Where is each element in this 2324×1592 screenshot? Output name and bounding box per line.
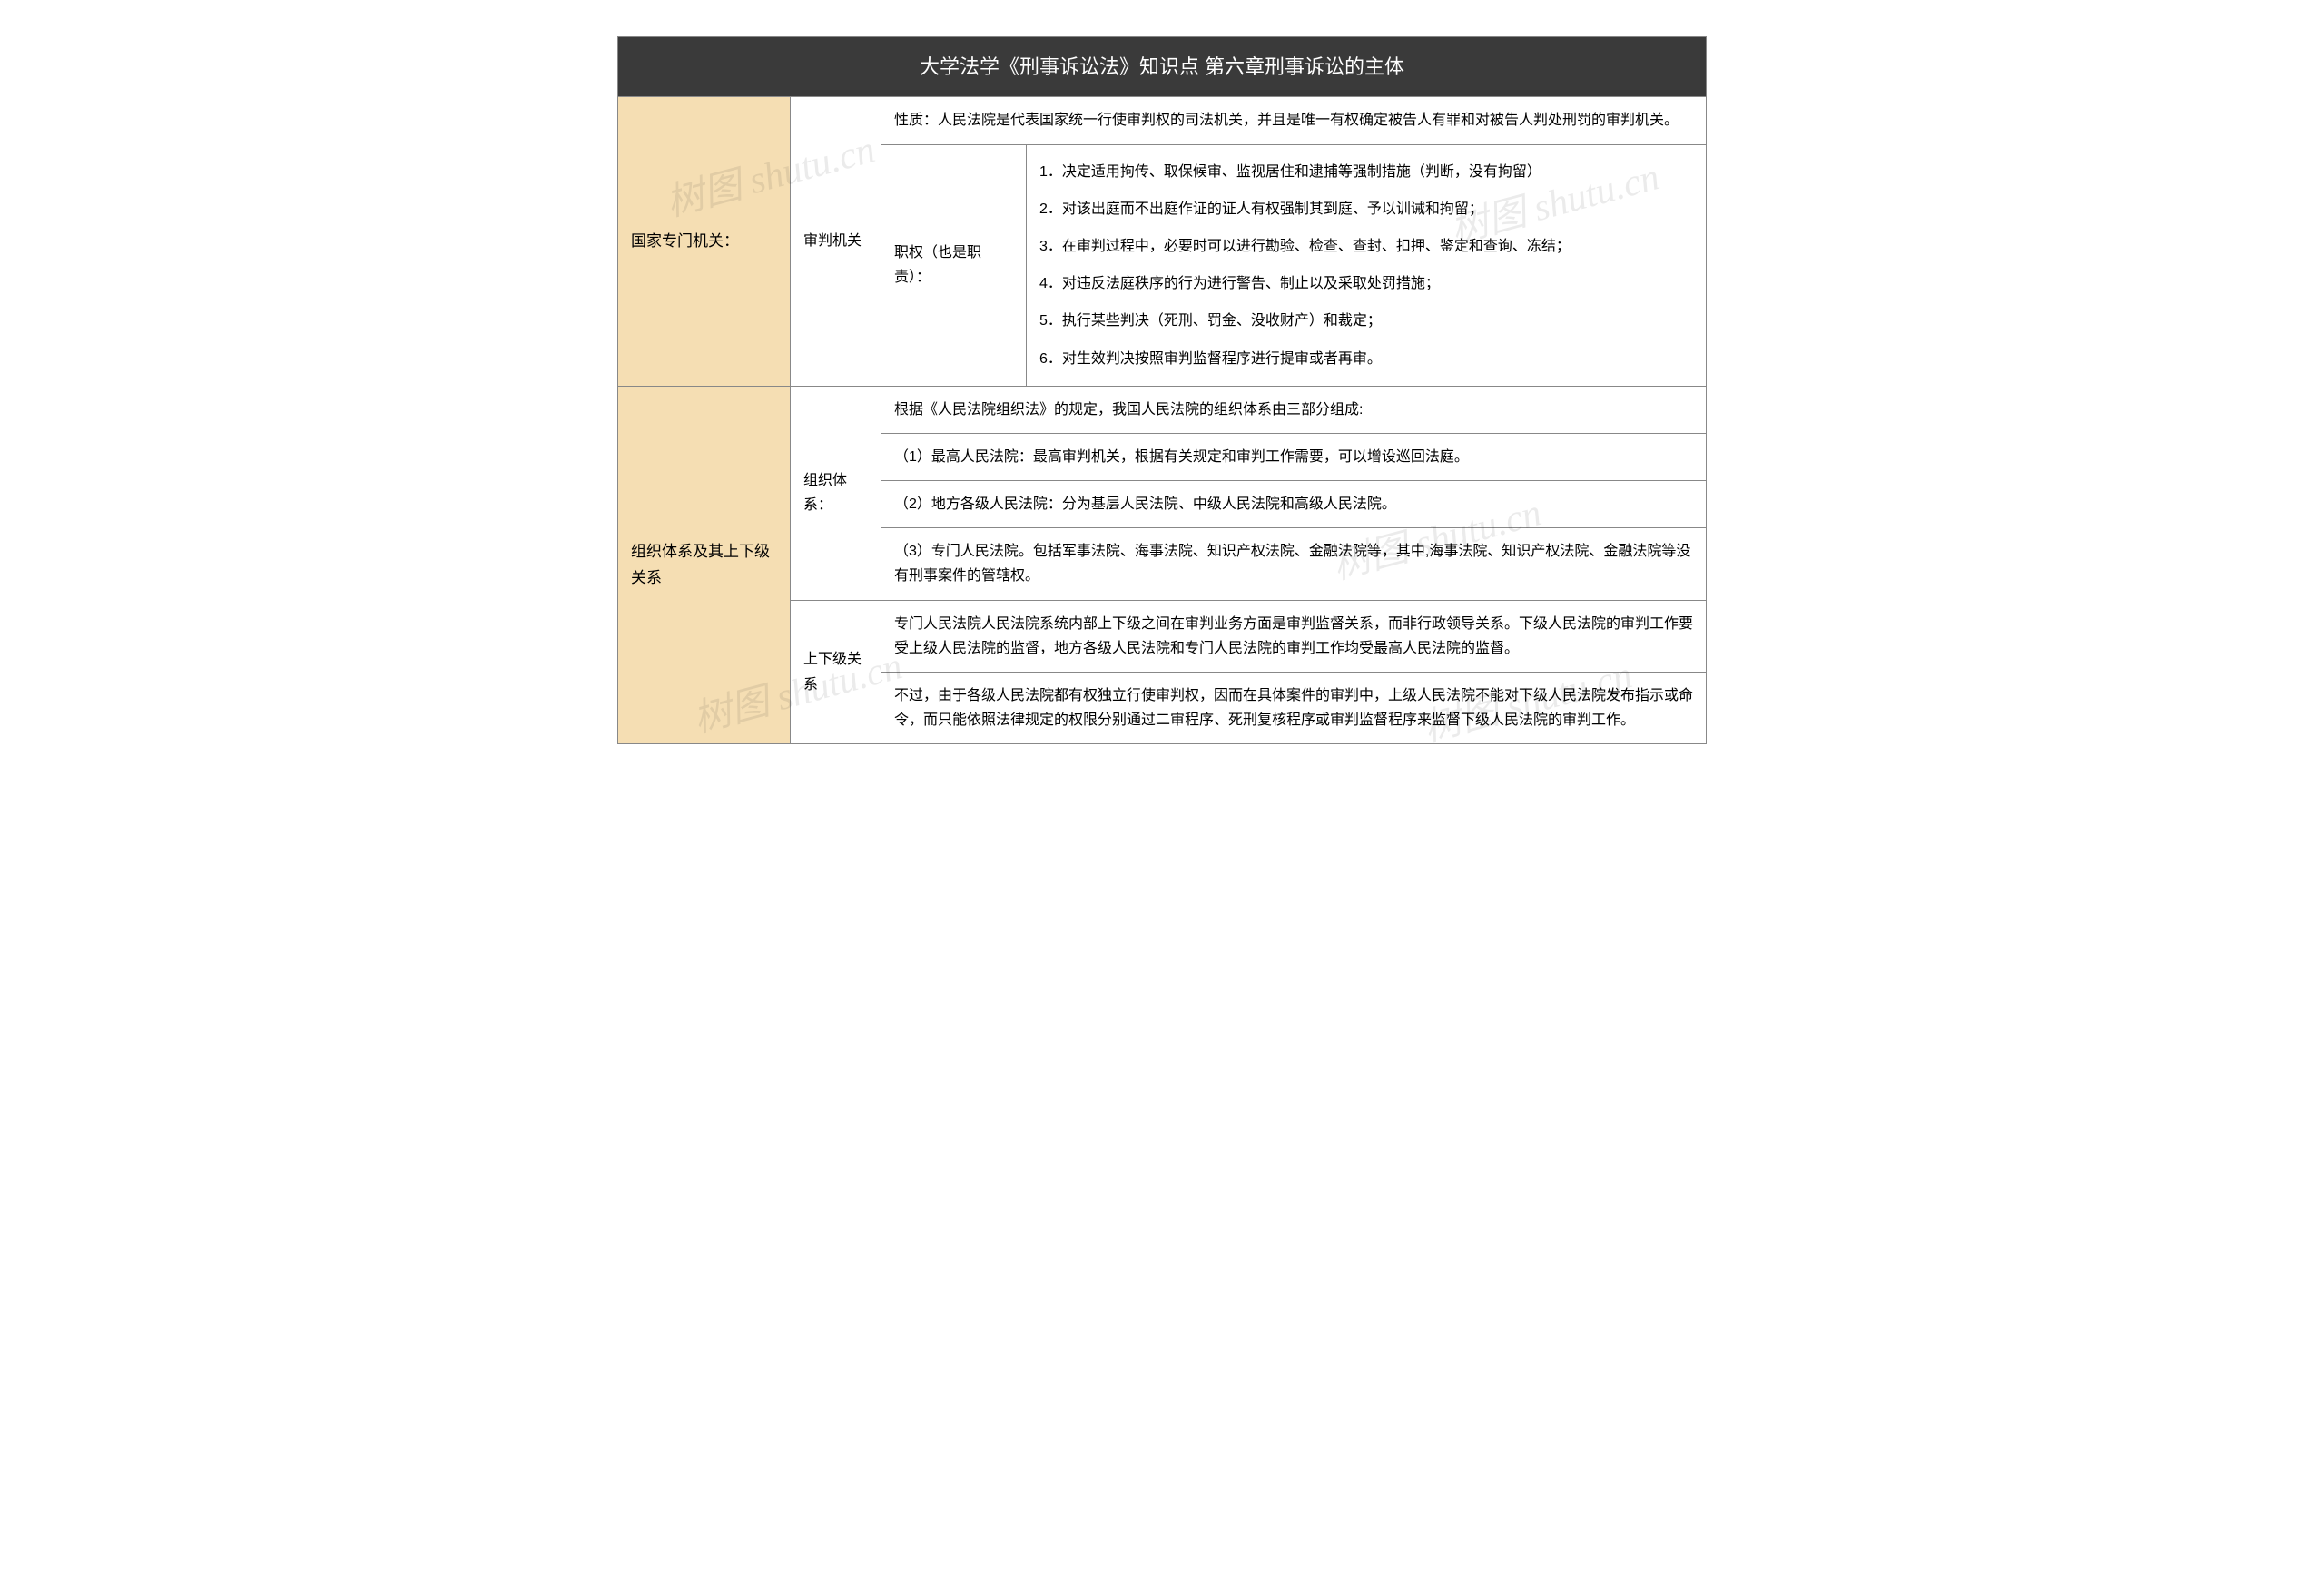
list-item: 1．决定适用拘传、取保候审、监视居住和逮捕等强制措施（判断，没有拘留） (1039, 160, 1693, 184)
list-item: 5．执行某些判决（死刑、罚金、没收财产）和裁定； (1039, 309, 1693, 333)
table-title: 大学法学《刑事诉讼法》知识点 第六章刑事诉讼的主体 (618, 37, 1707, 97)
category-cell: 组织体系及其上下级关系 (618, 386, 791, 744)
sub-cell: 审判机关 (791, 97, 881, 386)
content-cell: （3）专门人民法院。包括军事法院、海事法院、知识产权法院、金融法院等，其中,海事… (881, 528, 1707, 600)
sub-cell: 上下级关系 (791, 600, 881, 744)
sub-cell: 组织体系： (791, 386, 881, 600)
table-row: 组织体系及其上下级关系 组织体系： 根据《人民法院组织法》的规定，我国人民法院的… (618, 386, 1707, 433)
table-row: 国家专门机关： 审判机关 性质：人民法院是代表国家统一行使审判权的司法机关，并且… (618, 97, 1707, 144)
content-cell: 根据《人民法院组织法》的规定，我国人民法院的组织体系由三部分组成: (881, 386, 1707, 433)
header-row: 大学法学《刑事诉讼法》知识点 第六章刑事诉讼的主体 (618, 37, 1707, 97)
list-item: 3．在审判过程中，必要时可以进行勘验、检查、查封、扣押、鉴定和查询、冻结； (1039, 234, 1693, 259)
content-cell: 1．决定适用拘传、取保候审、监视居住和逮捕等强制措施（判断，没有拘留） 2．对该… (1027, 144, 1707, 386)
content-cell: （2）地方各级人民法院：分为基层人民法院、中级人民法院和高级人民法院。 (881, 481, 1707, 528)
table-container: 树图 shutu.cn 树图 shutu.cn 树图 shutu.cn 树图 s… (617, 36, 1707, 744)
knowledge-table: 大学法学《刑事诉讼法》知识点 第六章刑事诉讼的主体 国家专门机关： 审判机关 性… (617, 36, 1707, 744)
subsub-cell: 职权（也是职责）： (881, 144, 1027, 386)
content-cell: 性质：人民法院是代表国家统一行使审判权的司法机关，并且是唯一有权确定被告人有罪和… (881, 97, 1707, 144)
content-cell: 不过，由于各级人民法院都有权独立行使审判权，因而在具体案件的审判中，上级人民法院… (881, 673, 1707, 744)
list-item: 4．对违反法庭秩序的行为进行警告、制止以及采取处罚措施； (1039, 271, 1693, 296)
content-cell: （1）最高人民法院：最高审判机关，根据有关规定和审判工作需要，可以增设巡回法庭。 (881, 433, 1707, 480)
item-list: 1．决定适用拘传、取保候审、监视居住和逮捕等强制措施（判断，没有拘留） 2．对该… (1039, 156, 1693, 375)
category-cell: 国家专门机关： (618, 97, 791, 386)
list-item: 6．对生效判决按照审判监督程序进行提审或者再审。 (1039, 347, 1693, 371)
list-item: 2．对该出庭而不出庭作证的证人有权强制其到庭、予以训诫和拘留； (1039, 197, 1693, 221)
content-cell: 专门人民法院人民法院系统内部上下级之间在审判业务方面是审判监督关系，而非行政领导… (881, 600, 1707, 672)
